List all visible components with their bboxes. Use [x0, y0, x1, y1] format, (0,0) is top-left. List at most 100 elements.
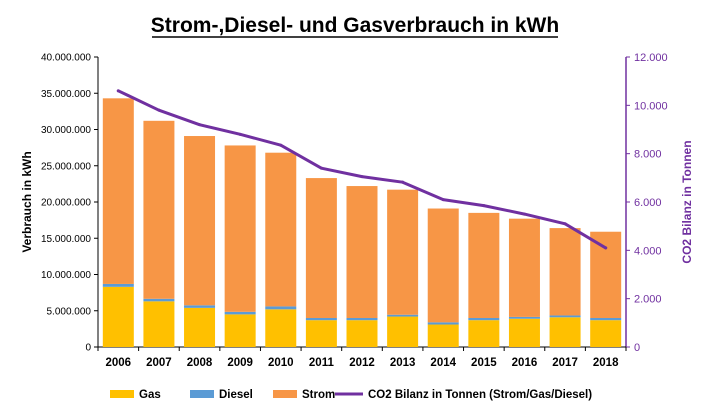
y-axis-right-title: CO2 Bilanz in Tonnen — [680, 140, 694, 263]
legend-label: Strom — [302, 389, 335, 401]
bar-diesel — [346, 318, 378, 321]
x-tick-label: 2012 — [349, 357, 375, 369]
bar-diesel — [305, 318, 337, 321]
bar-gas — [224, 314, 256, 347]
co2-point — [604, 246, 608, 250]
bar-strom — [549, 228, 581, 316]
legend-swatch — [110, 390, 134, 398]
co2-point — [238, 132, 242, 136]
x-tick-label: 2009 — [227, 357, 253, 369]
bar-gas — [143, 301, 175, 347]
co2-point — [319, 166, 323, 170]
x-tick-label: 2015 — [471, 357, 497, 369]
x-tick-label: 2016 — [512, 357, 538, 369]
bar-strom — [346, 186, 378, 318]
y-tick-label-right: 12.000 — [634, 52, 668, 64]
bar-diesel — [549, 315, 581, 318]
co2-point — [116, 89, 120, 93]
bar-diesel — [508, 316, 540, 319]
co2-line-layer — [116, 89, 608, 250]
y-axis-right: 0 2.000 4.000 6.000 8.000 10.000 12.000 — [625, 52, 668, 354]
legend-item: CO2 Bilanz in Tonnen (Strom/Gas/Diesel) — [335, 389, 592, 401]
y-tick-label-right: 0 — [634, 342, 640, 354]
x-tick-label: 2007 — [146, 357, 172, 369]
bars — [102, 98, 622, 347]
bar-diesel — [387, 314, 419, 317]
x-tick-label: 2013 — [390, 357, 416, 369]
y-tick-label-left: 10.000.000 — [41, 270, 91, 281]
bar-diesel — [102, 283, 134, 287]
legend: Gas Diesel Strom CO2 Bilanz in Tonnen (Stro… — [110, 389, 592, 401]
y-tick-label-right: 8.000 — [634, 149, 662, 161]
y-tick-label-left: 35.000.000 — [41, 89, 91, 100]
bar-diesel — [468, 318, 500, 321]
legend-label: Diesel — [219, 389, 253, 401]
co2-point — [563, 222, 567, 226]
y-tick-label-left: 25.000.000 — [41, 161, 91, 172]
x-tick-label: 2017 — [552, 357, 578, 369]
y-tick-label-right: 2.000 — [634, 294, 662, 306]
x-tick-label: 2010 — [268, 357, 294, 369]
legend-item: Gas — [110, 389, 161, 401]
y-tick-label-left: 40.000.000 — [41, 53, 91, 64]
co2-point — [198, 123, 202, 127]
bar-gas — [346, 320, 378, 347]
y-tick-label-left: 15.000.000 — [41, 234, 91, 245]
x-tick-label: 2018 — [593, 357, 619, 369]
legend-swatch — [190, 390, 214, 398]
legend-swatch — [273, 390, 297, 398]
y-tick-label-left: 5.000.000 — [47, 306, 92, 317]
bar-gas — [387, 316, 419, 347]
y-tick-label-left: 0 — [85, 343, 91, 354]
bar-diesel — [224, 311, 256, 315]
co2-point — [279, 143, 283, 147]
co2-point — [441, 198, 445, 202]
legend-item: Strom — [273, 389, 335, 401]
y-tick-label-right: 6.000 — [634, 197, 662, 209]
legend-label: CO2 Bilanz in Tonnen (Strom/Gas/Diesel) — [368, 389, 592, 401]
co2-point — [522, 212, 526, 216]
bar-gas — [265, 309, 297, 347]
bar-strom — [468, 212, 500, 318]
bar-gas — [508, 318, 540, 347]
bar-strom — [305, 178, 337, 318]
legend-label: Gas — [139, 389, 161, 401]
bar-strom — [508, 218, 540, 317]
bar-gas — [184, 307, 216, 347]
bar-strom — [184, 136, 216, 306]
co2-point — [360, 175, 364, 179]
y-axis-left-title: Verbrauch in kWh — [20, 151, 34, 252]
x-tick-label: 2008 — [187, 357, 213, 369]
bar-gas — [305, 320, 337, 347]
bar-diesel — [427, 322, 459, 325]
x-tick-label: 2006 — [106, 357, 132, 369]
bar-strom — [224, 145, 256, 312]
bar-gas — [590, 320, 622, 347]
y-axis-left: 0 5.000.000 10.000.000 15.000.000 20.000.000… — [41, 53, 99, 354]
bar-strom — [387, 189, 419, 315]
x-tick-label: 2014 — [430, 357, 456, 369]
bar-gas — [102, 286, 134, 347]
bar-strom — [143, 120, 175, 299]
co2-point — [482, 204, 486, 208]
y-tick-label-right: 4.000 — [634, 245, 662, 257]
x-axis: 2006 2007 2008 2009 2010 2011 2012 2013 2014 2015… — [97, 346, 627, 369]
co2-point — [157, 108, 161, 112]
bar-strom — [427, 208, 459, 323]
chart-title: Strom-,Diesel- und Gasverbrauch in kWh — [151, 14, 559, 37]
x-tick-label: 2011 — [309, 357, 335, 369]
co2-point — [401, 180, 405, 184]
bar-strom — [102, 98, 134, 284]
bar-gas — [468, 320, 500, 347]
bar-diesel — [143, 298, 175, 302]
y-tick-label-left: 20.000.000 — [41, 198, 91, 209]
bar-diesel — [184, 305, 216, 308]
bar-strom — [265, 152, 297, 307]
y-tick-label-left: 30.000.000 — [41, 125, 91, 136]
bar-gas — [549, 317, 581, 347]
bar-diesel — [265, 306, 297, 310]
bar-strom — [590, 231, 622, 318]
bar-diesel — [590, 318, 622, 321]
y-tick-label-right: 10.000 — [634, 100, 668, 112]
